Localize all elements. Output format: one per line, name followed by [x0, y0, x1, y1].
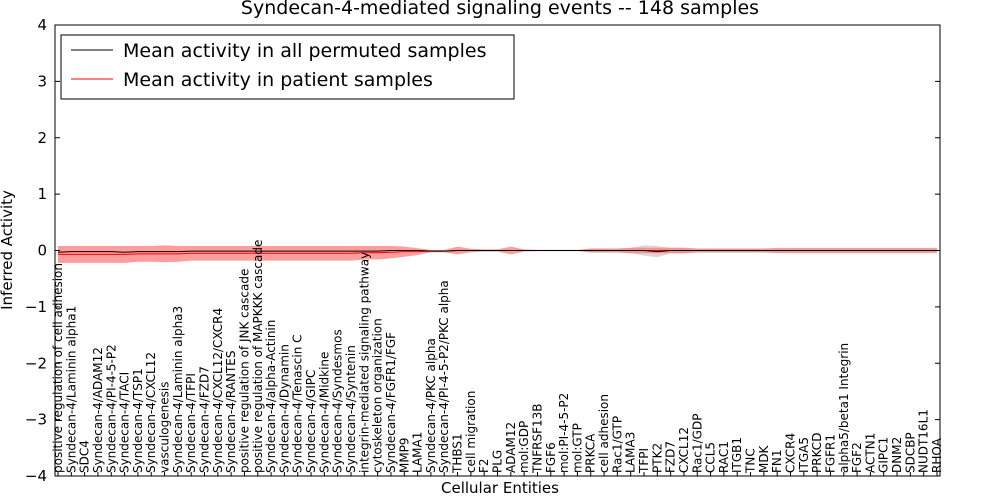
entity-label: LAMA3: [624, 432, 638, 473]
entity-label: Syndecan-4/PI-4-5-P2: [104, 344, 118, 473]
entity-label: RAC1: [717, 441, 731, 473]
entity-label: cell migration: [464, 391, 478, 473]
entity-label: cell adhesion: [597, 394, 611, 473]
entity-label: FGFR1: [824, 434, 838, 473]
entity-label: Syndecan-4/PI-4-5-P2/PKC alpha: [437, 280, 451, 473]
series-line-0: [57, 250, 937, 253]
entity-label: Syndecan-4/GIPC: [304, 370, 318, 473]
entity-label: positive regulation of JNK cascade: [238, 269, 252, 473]
band-1: [58, 245, 937, 263]
x-axis: [57, 472, 938, 476]
entity-label: THBS1: [451, 433, 465, 474]
entity-label: CXCR4: [784, 433, 798, 473]
entity-label: PRKCA: [584, 433, 598, 473]
entity-label: Syndecan-4/Laminin alpha1: [64, 306, 78, 473]
entity-label: Syndecan-4/FGFR1/FGF: [384, 332, 398, 473]
entity-label: DNM2: [890, 437, 904, 473]
entity-label: PLG: [491, 450, 505, 473]
entity-label: ITGB1: [730, 437, 744, 473]
y-tick-label: 1: [37, 185, 47, 203]
entity-label: CCL5: [704, 442, 718, 473]
entity-label: SDCBP: [903, 432, 917, 473]
entity-label: Syndecan-4/Syntenin: [344, 345, 358, 473]
entity-label: positive regulation of cell adhesion: [51, 263, 65, 473]
y-axis-title: Inferred Activity: [0, 190, 16, 310]
y-axis: −4 −3 −2 −1 0 1 2 3 4: [25, 16, 940, 485]
y-tick-label: −1: [25, 298, 47, 316]
entity-label: cytoskeleton organization: [371, 318, 385, 473]
entity-label: positive regulation of MAPKKK cascade: [251, 240, 265, 473]
entity-label: TNC: [744, 448, 758, 474]
entity-label: LAMA1: [411, 432, 425, 473]
entity-label: PRKCD: [810, 433, 824, 473]
entity-label: mol:GTP: [570, 423, 584, 473]
x-axis-title: Cellular Entities: [441, 479, 559, 497]
legend: Mean activity in all permuted samples Me…: [60, 34, 515, 100]
entity-label: SDC4: [78, 440, 92, 473]
entity-labels: positive regulation of cell adhesion Synd…: [51, 240, 944, 474]
entity-label: integrin-mediated signaling pathway: [357, 252, 371, 473]
entity-label: FGF2: [850, 442, 864, 473]
entity-label: Syndecan-4/Midkine: [317, 352, 331, 473]
entity-label: TNFRSF13B: [531, 403, 545, 474]
entity-label: NUDT16L1: [917, 409, 931, 473]
y-tick-label: 4: [37, 16, 47, 34]
entity-label: Syndecan-4/CXCL12: [144, 352, 158, 473]
entity-label: ITGA5: [797, 437, 811, 473]
entity-label: F2: [477, 458, 491, 473]
band-0: [58, 245, 937, 258]
confidence-bands: [58, 245, 937, 263]
series-lines: [57, 250, 937, 255]
entity-label: Syndecan-4/PKC alpha: [424, 338, 438, 473]
y-tick-label: 2: [37, 129, 47, 147]
entity-label: Syndecan-4/RANTES: [224, 350, 238, 472]
chart-title: Syndecan-4-mediated signaling events -- …: [241, 0, 759, 19]
entity-label: RHOA: [930, 437, 944, 473]
y-tick-label: −2: [25, 354, 47, 372]
entity-label: MDK: [757, 444, 771, 473]
entity-label: Syndecan-4/Tenascin C: [291, 334, 305, 473]
legend-patient-label: Mean activity in patient samples: [123, 69, 433, 91]
entity-label: TFPI: [637, 448, 651, 474]
entity-label: Syndecan-4/TFPI: [184, 373, 198, 473]
entity-label: Syndecan-4/Dynamin: [277, 344, 291, 473]
entity-label: Syndecan-4/Syndesmos: [331, 329, 345, 473]
legend-permuted-label: Mean activity in all permuted samples: [123, 40, 486, 62]
entity-label: vasculogenesis: [158, 382, 172, 473]
entity-label: Rac1/GDP: [690, 414, 704, 473]
entity-label: GIPC1: [877, 437, 891, 473]
entity-label: Syndecan-4/ADAM12: [91, 347, 105, 473]
y-tick-label: 0: [37, 242, 47, 260]
entity-label: Syndecan-4/TSP1: [131, 368, 145, 473]
entity-label: ADAM12: [504, 422, 518, 473]
entity-label: alpha5/beta1 Integrin: [837, 343, 851, 473]
entity-label: PTK2: [650, 443, 664, 473]
entity-label: ACTN1: [863, 433, 877, 473]
legend-box: [60, 34, 515, 100]
entity-label: MMP9: [397, 437, 411, 473]
entity-label: Rac1/GTP: [610, 416, 624, 473]
entity-label: mol:PI-4-5-P2: [557, 393, 571, 473]
entity-label: Syndecan-4/TACI: [118, 372, 132, 473]
entity-label: Syndecan-4/FZD7: [198, 366, 212, 473]
entity-label: mol:GDP: [517, 421, 531, 473]
y-tick-label: −3: [25, 411, 47, 429]
entity-label: Syndecan-4/Laminin alpha3: [171, 306, 185, 473]
entity-label: Syndecan-4/alpha-Actinin: [264, 320, 278, 473]
y-tick-label: −4: [25, 467, 47, 485]
entity-label: FGF6: [544, 442, 558, 473]
entity-label: FZD7: [664, 441, 678, 473]
y-tick-label: 3: [37, 72, 47, 90]
entity-label: FN1: [770, 450, 784, 474]
entity-label: Syndecan-4/CXCL12/CXCR4: [211, 308, 225, 473]
entity-label: CXCL12: [677, 427, 691, 473]
